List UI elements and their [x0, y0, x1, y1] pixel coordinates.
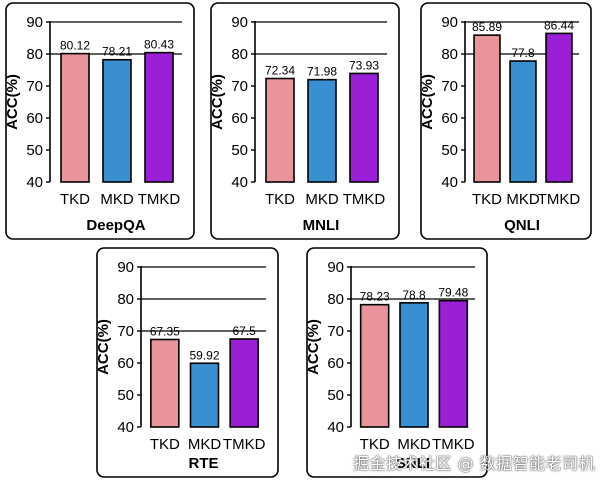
bar-mkd	[189, 362, 220, 428]
y-tick-label: 40	[26, 174, 43, 191]
bar-tkd	[473, 34, 501, 183]
x-tick-label: MKD	[188, 436, 222, 453]
chart-title: SNLI	[396, 455, 430, 472]
y-tick-label: 80	[441, 46, 458, 63]
x-tick-label: MKD	[305, 191, 339, 208]
chart-title: DeepQA	[86, 217, 145, 234]
bar-tkd	[150, 338, 180, 428]
y-tick-label: 60	[441, 110, 458, 127]
y-tick-label: 40	[117, 419, 134, 436]
y-axis-label: ACC(%)	[95, 319, 112, 375]
bar-tmkd	[144, 51, 174, 183]
x-tick-label: MKD	[100, 191, 134, 208]
y-tick-label: 70	[441, 78, 458, 95]
bar-tkd	[265, 77, 295, 183]
y-tick-label: 90	[231, 14, 248, 31]
data-label: 73.93	[349, 58, 379, 72]
y-axis-label: ACC(%)	[4, 74, 21, 130]
y-axis-label: ACC(%)	[209, 74, 226, 130]
x-tick-label: TKD	[150, 436, 180, 453]
data-label: 72.34	[265, 64, 295, 78]
x-tick-label: MKD	[397, 436, 431, 453]
y-tick-label: 90	[117, 259, 134, 276]
x-tick-label: MKD	[506, 191, 540, 208]
chart-panel-deepqa: 40 50 60 70 80 90 ACC(%) 80.12 TKD 78.21 MKD 80.43 T…	[4, 2, 195, 240]
y-tick-label: 80	[327, 291, 344, 308]
x-tick-label: TMKD	[432, 436, 475, 453]
y-tick-label: 80	[26, 46, 43, 63]
y-tick-label: 60	[231, 110, 248, 127]
bar-mkd	[102, 58, 132, 183]
y-tick-label: 60	[117, 355, 134, 372]
y-tick-label: 40	[327, 419, 344, 436]
bar-mkd	[307, 78, 337, 183]
x-tick-label: TKD	[265, 191, 295, 208]
x-tick-label: TMKD	[343, 191, 386, 208]
y-axis-label: ACC(%)	[419, 74, 436, 130]
bar-tmkd	[545, 32, 573, 183]
x-tick-label: TKD	[472, 191, 502, 208]
y-tick-label: 70	[231, 78, 248, 95]
chart-panel-qnli: 40 50 60 70 80 90 ACC(%) 85.89 TKD 77.8 MKD 86.44 TM…	[419, 2, 592, 240]
data-label: 80.12	[60, 39, 90, 53]
data-label: 85.89	[472, 20, 502, 34]
data-label: 78.21	[102, 45, 132, 59]
y-tick-label: 90	[441, 14, 458, 31]
chart-title: MNLI	[303, 217, 340, 234]
y-tick-label: 50	[231, 142, 248, 159]
chart-title: RTE	[189, 455, 219, 472]
y-tick-label: 90	[26, 14, 43, 31]
data-label: 78.8	[402, 288, 426, 302]
y-tick-label: 70	[26, 78, 43, 95]
y-tick-label: 50	[26, 142, 43, 159]
bar-mkd	[399, 302, 429, 428]
chart-panel-snli: 40 50 60 70 80 90 ACC(%) 78.23 TKD 78.8 MKD 79.48 TM…	[305, 247, 488, 478]
x-tick-label: TMKD	[538, 191, 581, 208]
x-tick-label: TMKD	[223, 436, 266, 453]
data-label: 80.43	[144, 38, 174, 52]
data-label: 71.98	[307, 65, 337, 79]
x-tick-label: TKD	[60, 191, 90, 208]
y-tick-label: 50	[327, 387, 344, 404]
y-tick-label: 70	[327, 323, 344, 340]
chart-panel-rte: 40 50 60 70 80 90 ACC(%) 67.35 TKD 59.92 MKD 67.5 TM…	[95, 247, 279, 478]
data-label: 67.35	[150, 324, 180, 338]
bar-tkd	[359, 303, 390, 428]
y-tick-label: 40	[231, 174, 248, 191]
bar-tmkd	[438, 299, 469, 428]
data-label: 78.23	[360, 290, 390, 304]
y-tick-label: 70	[117, 323, 134, 340]
data-label: 59.92	[189, 348, 219, 362]
y-axis-label: ACC(%)	[305, 319, 322, 375]
x-tick-label: TKD	[360, 436, 390, 453]
y-tick-label: 90	[327, 259, 344, 276]
x-tick-label: TMKD	[138, 191, 181, 208]
watermark-text: 掘金技术社区 @ 数据智能老司机	[353, 454, 596, 473]
y-tick-label: 50	[117, 387, 134, 404]
data-label: 86.44	[544, 18, 574, 32]
data-label: 79.48	[438, 286, 468, 300]
y-tick-label: 60	[26, 110, 43, 127]
chart-panel-mnli: 40 50 60 70 80 90 ACC(%) 72.34 TKD 71.98 MKD 73.93 T…	[209, 2, 400, 240]
bar-tmkd	[229, 338, 259, 428]
y-tick-label: 40	[441, 174, 458, 191]
chart-title: QNLI	[504, 217, 540, 234]
data-label: 67.5	[232, 324, 256, 338]
y-tick-label: 80	[117, 291, 134, 308]
data-label: 77.8	[511, 46, 535, 60]
y-tick-label: 60	[327, 355, 344, 372]
y-tick-label: 80	[231, 46, 248, 63]
bar-tkd	[60, 52, 90, 183]
bar-mkd	[509, 60, 537, 183]
y-tick-label: 50	[441, 142, 458, 159]
bar-tmkd	[349, 72, 379, 183]
